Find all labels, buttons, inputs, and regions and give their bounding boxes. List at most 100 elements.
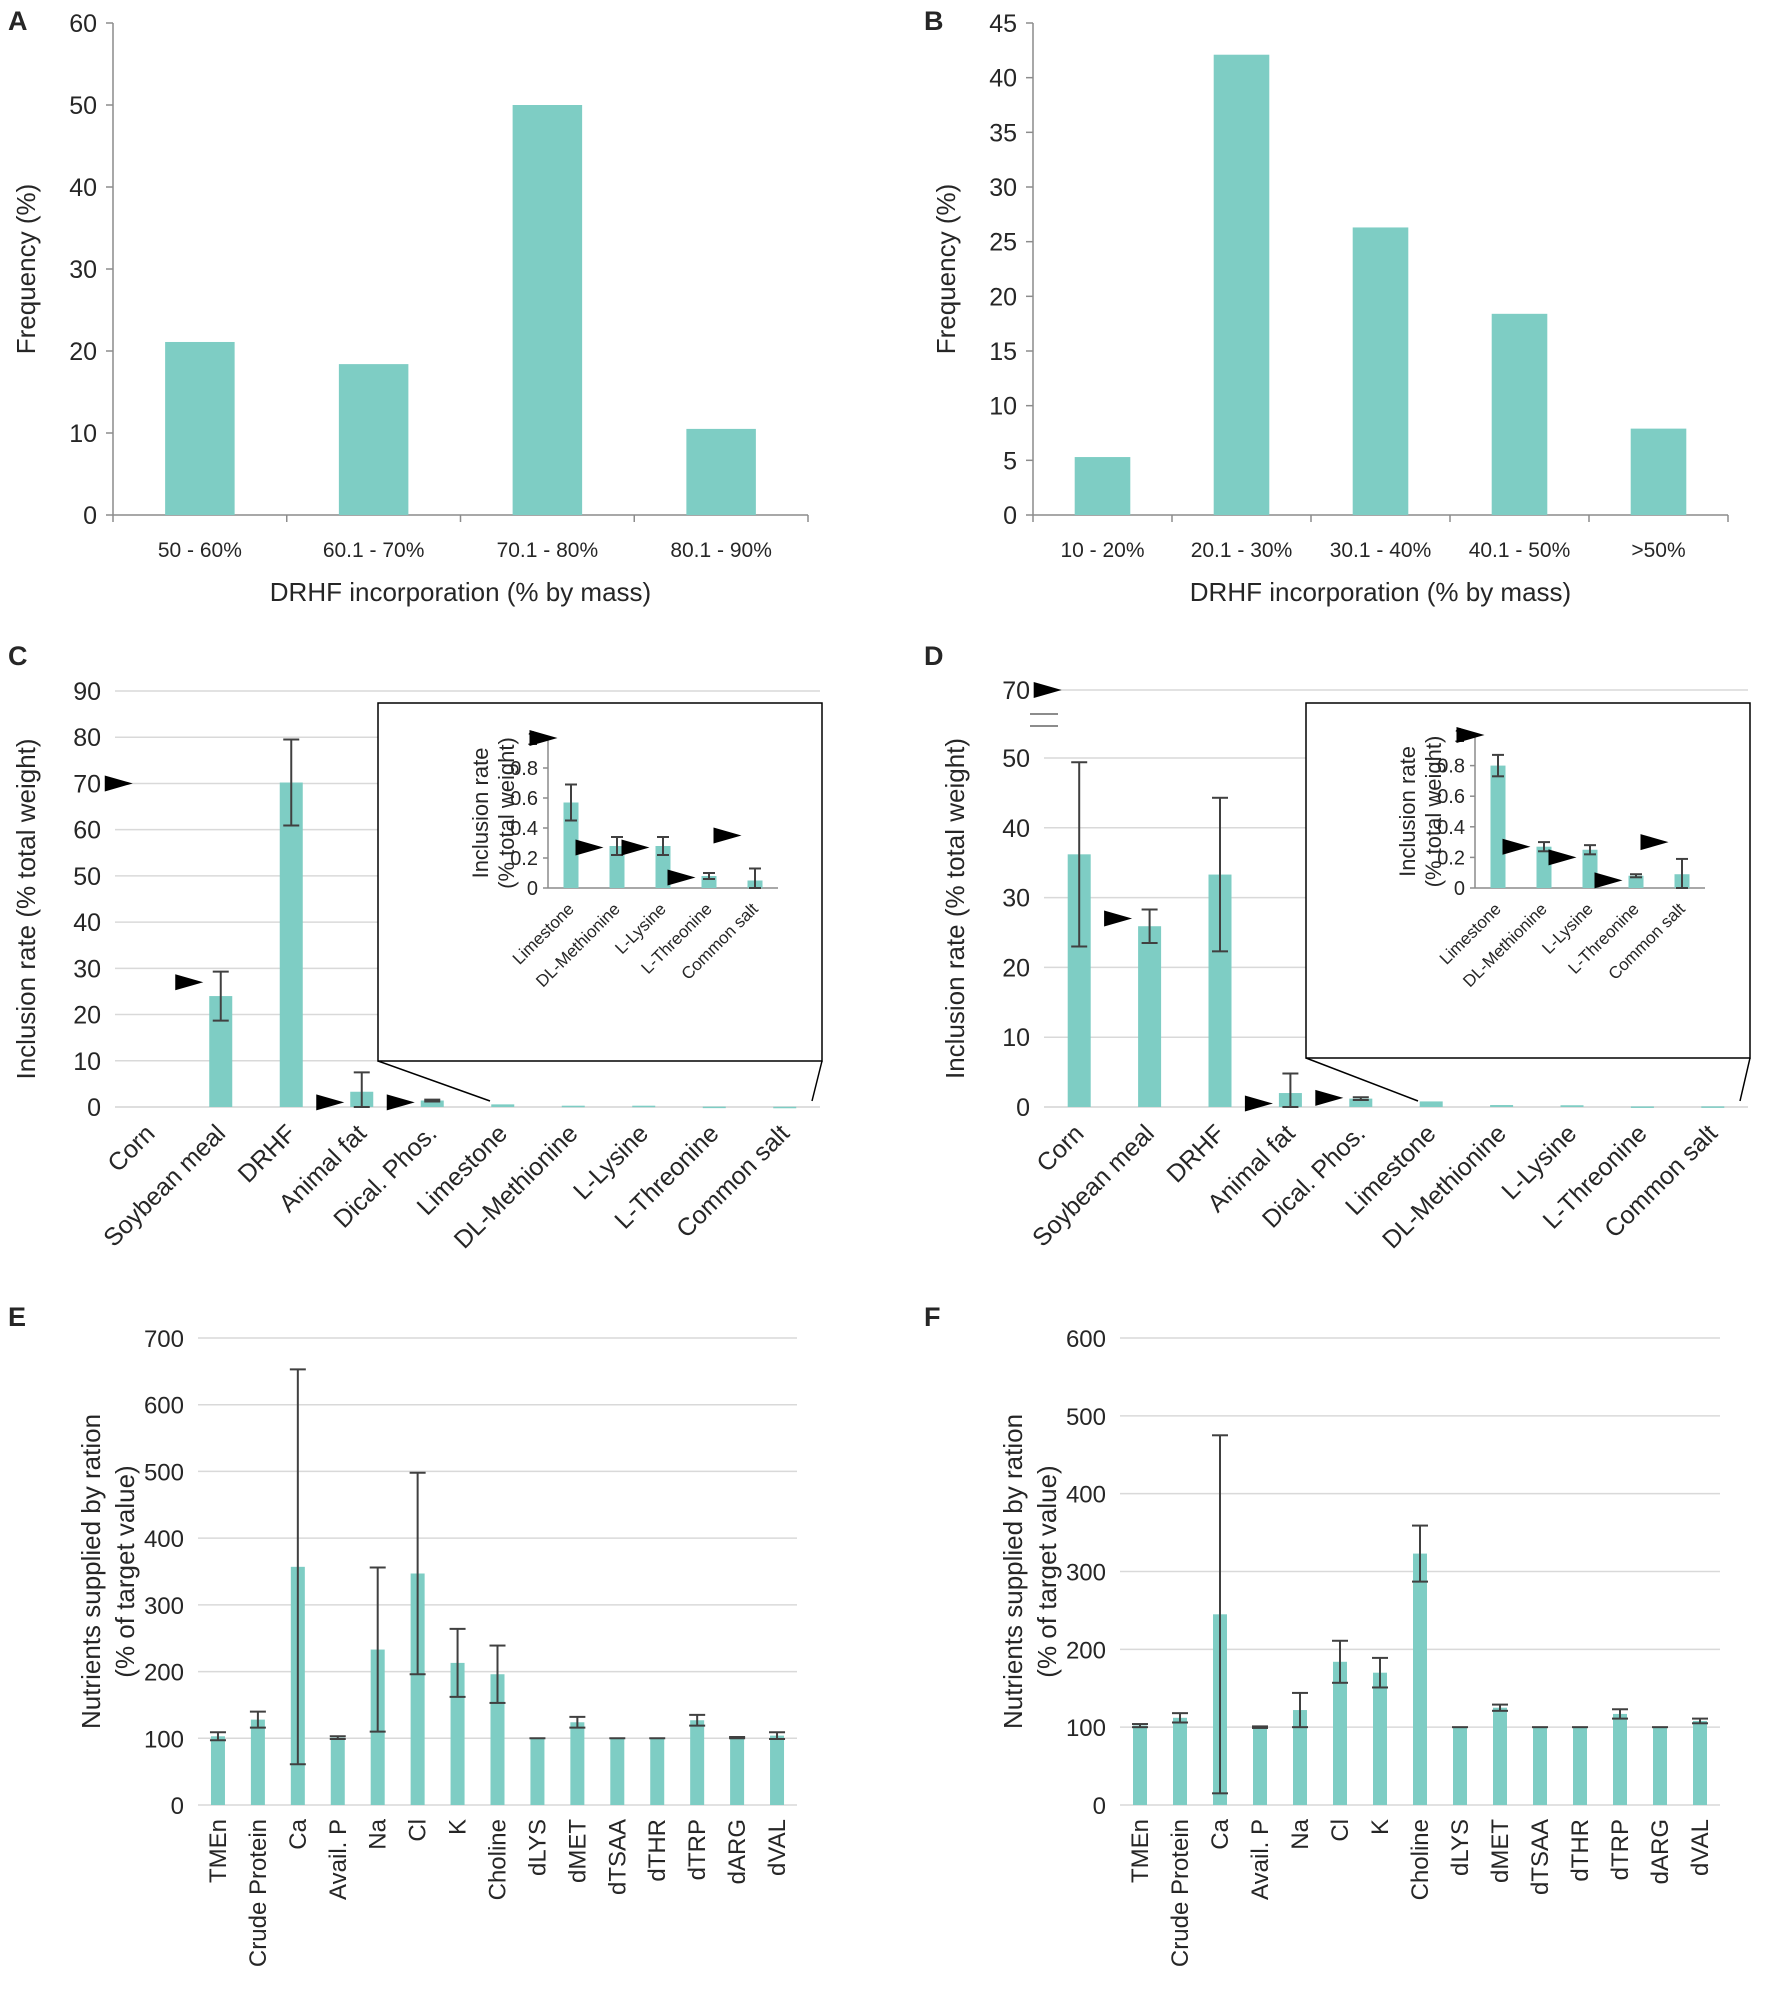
inset-target-marker <box>575 839 604 856</box>
inset-target-marker <box>667 869 696 886</box>
bar <box>690 1720 705 1805</box>
error-bar <box>689 1713 706 1727</box>
y-axis-label: Nutrients supplied by ration <box>76 1414 106 1729</box>
inset-target-marker <box>713 827 742 844</box>
y-axis-label: (% of target value) <box>110 1465 140 1677</box>
x-tick-label: 70.1 - 80% <box>497 539 599 562</box>
x-tick-label: K <box>1367 1819 1394 1835</box>
inset-target-marker <box>1594 872 1623 889</box>
x-tick-label: K <box>445 1819 472 1835</box>
error-bar <box>489 1644 506 1704</box>
error-bar <box>212 970 229 1022</box>
y-tick-label: 20 <box>989 283 1017 311</box>
x-tick-label: Choline <box>1407 1819 1434 1900</box>
bar <box>1453 1727 1467 1805</box>
y-tick-label: 70 <box>73 770 101 798</box>
error-bar <box>1692 1717 1708 1725</box>
bar <box>209 996 233 1107</box>
inset-y-tick-label: 0.4 <box>1437 817 1465 839</box>
bar <box>1533 1727 1547 1805</box>
x-axis-label: DRHF incorporation (% by mass) <box>1190 577 1571 607</box>
y-tick-label: 400 <box>1066 1482 1106 1509</box>
error-bar <box>1071 761 1088 948</box>
inset-error-bar <box>1676 857 1688 889</box>
x-tick-label: dVAL <box>1687 1819 1714 1876</box>
error-bar <box>1412 1524 1428 1583</box>
target-marker <box>1315 1089 1344 1106</box>
y-tick-label: 45 <box>989 10 1017 38</box>
error-bar <box>1212 1434 1228 1795</box>
y-tick-label: 30 <box>69 256 97 284</box>
inset-y-tick-label: 0.2 <box>510 848 538 870</box>
y-tick-label: 500 <box>1066 1404 1106 1431</box>
inset-target-marker <box>621 839 650 856</box>
bar <box>1419 1101 1443 1107</box>
panel-letter: F <box>924 1302 941 1332</box>
panel-letter: D <box>924 641 944 671</box>
inset-y-tick-label: 0 <box>1454 878 1465 900</box>
y-tick-label: 100 <box>144 1726 184 1753</box>
x-tick-label: Cl <box>1327 1819 1354 1842</box>
y-tick-label: 400 <box>144 1526 184 1553</box>
inset-error-bar <box>703 872 715 880</box>
y-tick-label: 60 <box>73 817 101 845</box>
y-tick-label: 30 <box>73 955 101 983</box>
bar <box>250 1719 265 1805</box>
bar <box>610 1738 625 1805</box>
inset-bar <box>1582 849 1598 888</box>
y-tick-label: 40 <box>1002 815 1030 843</box>
panel-e: E 0 100 200 300 400 500 600 700 TMEn Crude Protein… <box>8 1302 797 1967</box>
inset-y-tick-label: 0.2 <box>1437 847 1465 869</box>
inset-error-bar <box>1630 873 1642 879</box>
error-bar <box>1282 1072 1299 1108</box>
y-tick-label: 20 <box>73 1002 101 1030</box>
error-bar <box>1352 1096 1369 1102</box>
y-tick-label: 80 <box>73 724 101 752</box>
inset-target-marker <box>529 730 558 746</box>
bar <box>1413 1553 1427 1805</box>
error-bar <box>1172 1712 1188 1724</box>
y-tick-label: 200 <box>144 1660 184 1687</box>
x-tick-label: Corn <box>1031 1119 1089 1177</box>
panel-letter: C <box>8 641 28 671</box>
y-tick-label: 50 <box>73 863 101 891</box>
x-tick-label: dTRP <box>1607 1819 1634 1880</box>
y-tick-label: 60 <box>69 10 97 38</box>
x-tick-label: Choline <box>485 1819 512 1900</box>
y-tick-label: 10 <box>69 420 97 448</box>
panel-letter: E <box>8 1302 26 1332</box>
bar <box>570 1722 585 1805</box>
bar <box>1573 1727 1587 1805</box>
x-tick-label: Na <box>1287 1818 1314 1849</box>
inset-y-axis-label: (% total weight) <box>1421 736 1446 888</box>
y-tick-label: 20 <box>69 338 97 366</box>
y-tick-label: 0 <box>87 1094 101 1122</box>
inset-bar <box>609 846 625 888</box>
inset-error-bar <box>657 836 669 856</box>
error-bar <box>409 1471 426 1676</box>
x-tick-label: dARG <box>724 1819 751 1884</box>
x-tick-label: TMEn <box>205 1819 232 1883</box>
bar <box>1333 1661 1347 1805</box>
x-tick-label: dTHR <box>644 1819 671 1882</box>
x-tick-label: 10 - 20% <box>1060 539 1144 562</box>
bar <box>1293 1710 1307 1805</box>
bar <box>410 1573 425 1805</box>
inset-bar <box>1490 765 1506 888</box>
inset-connector <box>1739 1057 1751 1102</box>
y-tick-label: 0 <box>83 502 97 530</box>
x-tick-label: 50 - 60% <box>158 539 242 562</box>
x-tick-label: dTSAA <box>1527 1819 1554 1895</box>
y-axis-label: Frequency (%) <box>931 184 961 355</box>
error-bar <box>449 1627 466 1698</box>
x-tick-label: 20.1 - 30% <box>1191 539 1293 562</box>
bar <box>1208 874 1232 1107</box>
inset-y-tick-label: 0.8 <box>510 758 538 780</box>
y-tick-label: 15 <box>989 338 1017 366</box>
bar <box>450 1662 465 1805</box>
x-tick-label: dARG <box>1647 1819 1674 1884</box>
bar <box>338 364 409 515</box>
y-tick-label: 40 <box>989 65 1017 93</box>
x-tick-label: dMET <box>564 1819 591 1883</box>
